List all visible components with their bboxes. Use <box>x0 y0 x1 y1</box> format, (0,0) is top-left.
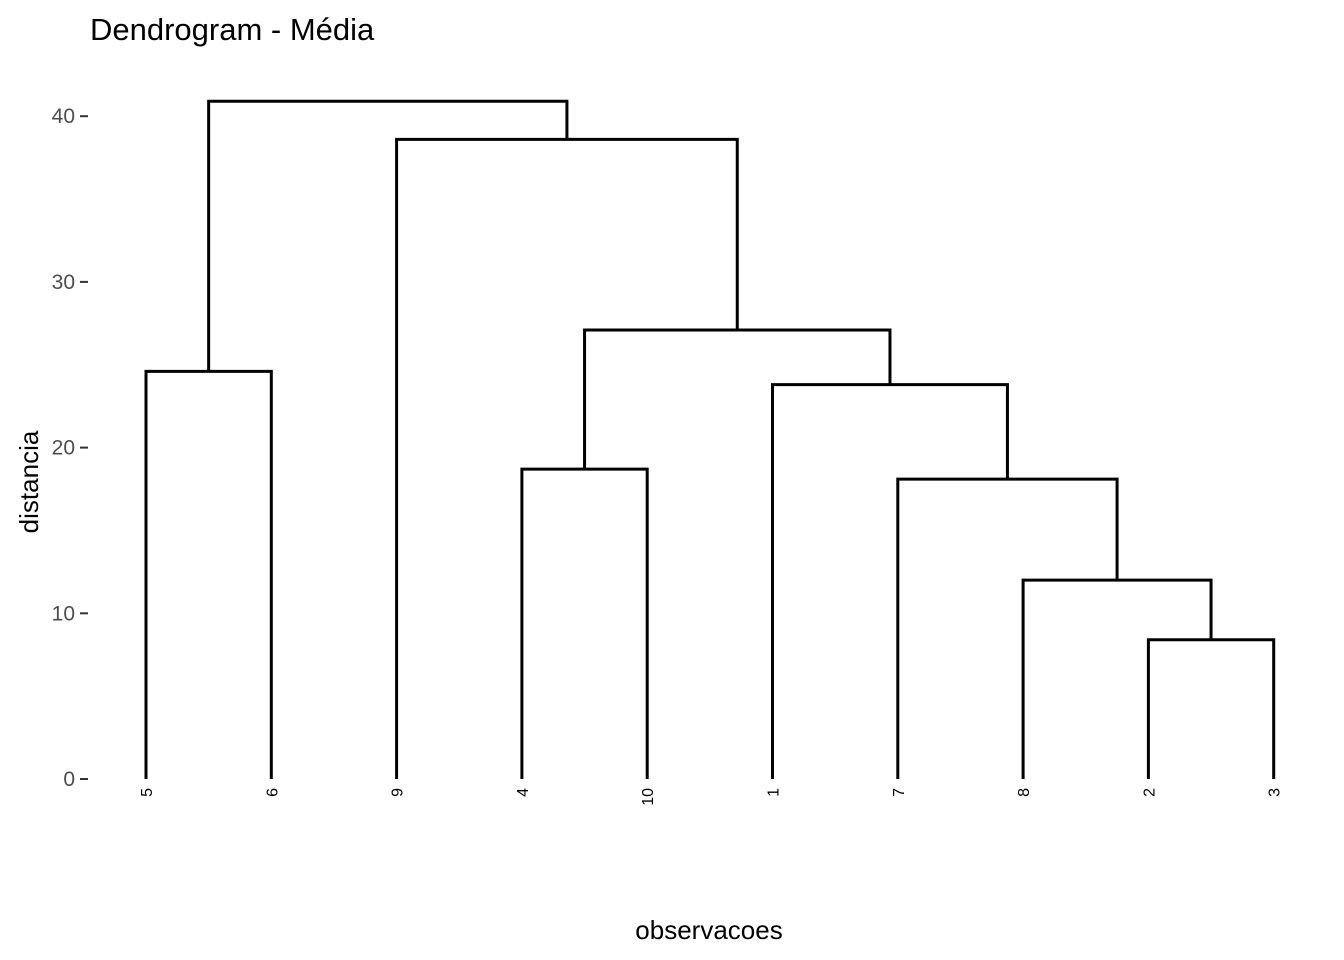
leaf-label-4: 4 <box>515 788 532 797</box>
leaf-label-1: 1 <box>766 788 783 797</box>
y-tick-label: 10 <box>52 602 75 625</box>
dendrogram-branch-1 <box>1021 578 1213 779</box>
y-tick-label: 30 <box>52 271 75 294</box>
y-tick-label: 20 <box>52 437 75 460</box>
chart-title: Dendrogram - Média <box>90 12 375 47</box>
dendrogram-branch-0 <box>1146 638 1276 779</box>
leaf-label-8: 8 <box>1016 788 1033 797</box>
x-axis-label: observacoes <box>635 915 782 945</box>
y-tick-label: 0 <box>63 768 75 791</box>
dendrogram-branch-3 <box>520 467 649 779</box>
leaf-label-2: 2 <box>1141 788 1158 797</box>
dendrogram-branch-2 <box>896 477 1119 779</box>
leaf-label-7: 7 <box>891 788 908 797</box>
y-axis-label: distancia <box>14 430 44 533</box>
dendrogram-branch-5 <box>144 369 273 779</box>
dendrogram-branch-6 <box>583 328 892 470</box>
dendrogram-branch-4 <box>771 383 1009 779</box>
y-axis: 0 10 20 30 40 <box>52 105 88 791</box>
leaf-labels: 5 6 9 4 10 1 7 8 2 3 <box>139 788 1284 806</box>
y-tick-label: 40 <box>52 105 75 128</box>
leaf-label-3: 3 <box>1267 788 1284 797</box>
leaf-label-10: 10 <box>640 788 657 806</box>
leaf-label-6: 6 <box>264 788 281 797</box>
dendrogram-branch-8 <box>207 99 569 372</box>
leaf-label-9: 9 <box>390 788 407 797</box>
dendrogram-branch-7 <box>395 137 739 779</box>
leaf-label-5: 5 <box>139 788 156 797</box>
dendrogram-branches <box>144 99 1276 779</box>
